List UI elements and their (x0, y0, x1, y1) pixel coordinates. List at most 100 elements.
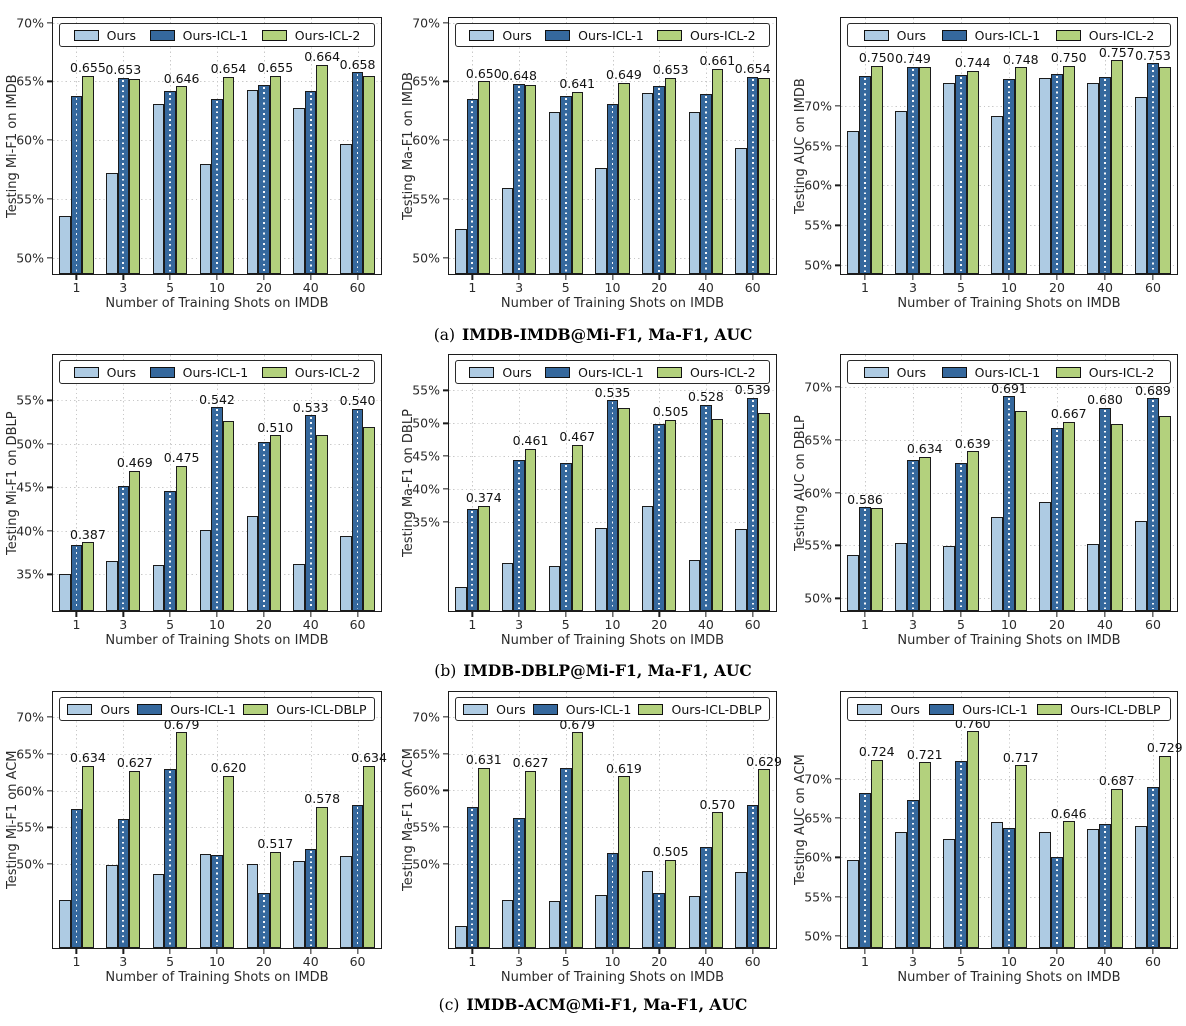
bar-hatch-dots (1056, 858, 1058, 946)
x-axis-label: Number of Training Shots on IMDB (105, 296, 329, 311)
x-tick-label: 3 (515, 280, 524, 295)
bar-ours (642, 870, 654, 948)
bar-ours-icl-dblp (758, 769, 770, 948)
y-tick-label: 60% (804, 485, 832, 501)
y-tick-label: 55% (16, 392, 44, 408)
y-tick-label: 50% (804, 928, 832, 944)
y-tick-label: 50% (16, 250, 44, 266)
bar-value-label: 0.654 (210, 61, 247, 77)
gridline-vertical (217, 692, 218, 948)
bar-value-label: 0.634 (70, 750, 106, 766)
y-tick-label: 60% (804, 177, 832, 193)
x-tick-label: 10 (604, 280, 621, 295)
x-tick-label: 10 (604, 954, 621, 969)
legend-label: Ours-ICL-DBLP (1070, 701, 1161, 717)
bar-hatch-dots (216, 856, 218, 946)
bar-hatch-dots (960, 464, 962, 609)
y-tick-mark (835, 438, 840, 441)
bar-ours (548, 901, 561, 948)
x-tick-mark (216, 275, 218, 280)
y-tick-mark (835, 817, 840, 819)
bar-ours-icl-2 (175, 86, 188, 274)
x-tick-mark (1104, 275, 1106, 280)
bar-ours-icl-dblp (571, 732, 583, 948)
bar-ours-icl-2 (363, 75, 375, 274)
bar-ours-icl-2 (129, 79, 141, 274)
x-tick-label: 3 (119, 280, 128, 295)
y-tick-label: 65% (804, 810, 832, 826)
legend-item-ours-icl-1: Ours-ICL-1 (941, 28, 1040, 43)
gridline-vertical (263, 692, 265, 948)
bar-ours-icl-1 (1003, 396, 1015, 611)
x-axis-label: Number of Training Shots on IMDB (897, 970, 1121, 985)
legend-label: Ours (502, 364, 532, 380)
bar-hatch-dots (864, 794, 866, 946)
bar-value-label: 0.374 (465, 490, 502, 506)
bar-value-label: 0.570 (699, 796, 736, 812)
bar-ours (943, 839, 956, 948)
bar-ours (991, 821, 1004, 948)
bar-value-label: 0.757 (1098, 44, 1135, 60)
x-tick-mark (75, 612, 78, 617)
y-tick-mark (443, 198, 448, 200)
bar-ours (943, 83, 956, 274)
y-tick-mark (47, 826, 52, 828)
caption-b-prefix: (b) (434, 662, 457, 680)
x-tick-mark (356, 275, 359, 280)
bar-ours-icl-dblp (129, 770, 141, 948)
legend-label: Ours-ICL-1 (565, 701, 632, 717)
x-tick-mark (611, 949, 614, 954)
y-tick-label: 65% (16, 73, 44, 89)
x-tick-mark (1008, 949, 1010, 954)
bar-hatch-dots (518, 85, 520, 272)
bar-hatch-dots (309, 92, 312, 272)
bar-ours-icl-dblp (269, 851, 282, 948)
bar-ours-icl-2 (175, 465, 188, 611)
x-tick-mark (960, 275, 962, 280)
bar-hatch-dots (960, 762, 962, 946)
x-tick-mark (658, 949, 660, 954)
y-tick-mark (47, 530, 52, 532)
legend-swatch-ours (73, 366, 99, 378)
bar-hatch-dots (1152, 400, 1154, 609)
legend-swatch-ours-icl-1 (149, 29, 175, 41)
bar-ours-icl-dblp (918, 762, 931, 948)
bar-ours-icl-1 (606, 103, 619, 274)
x-tick-mark (565, 275, 567, 280)
plot-area: 35% 40% 45% 50% 55% 1 0.374 3 0.461 5 0.467 10 0.535… (401, 354, 777, 648)
bar-ours-icl-2 (918, 456, 931, 611)
gridline-vertical (170, 355, 172, 611)
y-tick-label: 65% (412, 73, 440, 89)
y-tick-label: 70% (16, 709, 44, 725)
bar-ours-icl-2 (1014, 67, 1027, 274)
bar-ours-icl-2 (711, 68, 724, 274)
caption-b-text: IMDB-DBLP@Mi-F1, Ma-F1, AUC (463, 661, 752, 680)
plot-area: 50% 55% 60% 65% 70% 1 0.724 3 0.721 5 0.760 10 0.717… (793, 691, 1183, 985)
x-tick-mark (1008, 275, 1010, 280)
x-tick-label: 40 (302, 954, 319, 969)
bar-ours-icl-1 (1003, 79, 1015, 274)
bar-value-label: 0.627 (116, 755, 153, 771)
y-tick-mark (443, 139, 448, 141)
y-tick-mark (835, 184, 840, 187)
y-tick-label: 50% (16, 856, 44, 872)
y-axis-label: Testing AUC on DBLP (793, 415, 808, 551)
bar-ours-icl-2 (918, 67, 931, 274)
x-tick-label: 5 (561, 954, 570, 969)
bar-ours-icl-1 (1051, 73, 1063, 274)
bar-ours-icl-1 (513, 83, 525, 274)
bar-hatch-dots (1152, 789, 1154, 946)
legend-label: Ours-ICL-1 (170, 701, 236, 717)
legend-item-ours-icl-dblp: Ours-ICL-DBLP (243, 702, 367, 717)
bar-ours-icl-1 (351, 409, 364, 611)
bar-ours-icl-1 (513, 818, 525, 948)
bar-ours (455, 229, 467, 274)
legend: Ours Ours-ICL-1 Ours-ICL-DBLP (59, 697, 375, 721)
bar-ours (735, 528, 747, 611)
x-tick-mark (75, 275, 78, 280)
bar-ours (106, 173, 118, 274)
bar-ours (246, 864, 259, 948)
y-tick-label: 50% (412, 415, 440, 431)
y-tick-mark (47, 22, 52, 24)
bar-hatch-dots (658, 88, 661, 272)
